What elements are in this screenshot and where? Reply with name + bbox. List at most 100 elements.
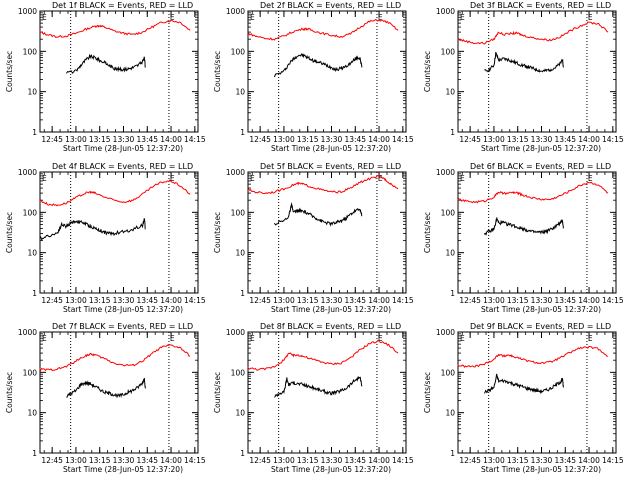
plot-frame [457, 331, 617, 454]
plot-frame [457, 10, 617, 133]
x-tick-label: 13:15 [507, 456, 529, 465]
y-tick-label: 1000 [436, 7, 455, 16]
lld-series [247, 19, 399, 41]
x-tick-label: 13:15 [297, 135, 319, 144]
x-tick-label: 13:15 [297, 296, 319, 305]
y-tick-label: 100 [231, 368, 246, 377]
x-tick-label: 13:00 [273, 296, 295, 305]
y-tick-label: 1 [240, 128, 245, 137]
x-axis-label: Start Time (28-Jun-05 12:37:20) [481, 144, 601, 153]
x-tick-label: 14:15 [184, 456, 206, 465]
y-tick-label: 1000 [226, 328, 245, 337]
lld-series [457, 21, 609, 45]
panel-title: Det 9f BLACK = Events, RED = LLD [470, 322, 611, 331]
detector-panel-8: Det 8f BLACK = Events, RED = LLD Counts/s… [213, 322, 414, 474]
y-tick-label: 1 [32, 449, 37, 458]
x-tick-label: 13:15 [89, 296, 111, 305]
x-tick-label: 13:45 [344, 296, 366, 305]
x-tick-label: 12:45 [459, 296, 481, 305]
x-tick-label: 13:00 [273, 456, 295, 465]
lld-series [247, 174, 399, 195]
events-series [273, 52, 363, 78]
y-tick-label: 1000 [18, 168, 37, 177]
x-tick-label: 14:00 [368, 296, 390, 305]
x-tick-label: 13:00 [483, 456, 505, 465]
y-tick-label: 1000 [436, 168, 455, 177]
lld-series [39, 344, 191, 372]
events-series [65, 53, 146, 74]
marker-label: E [378, 334, 383, 343]
y-tick-label: 10 [445, 409, 455, 418]
x-axis-label: Start Time (28-Jun-05 12:37:20) [271, 465, 391, 474]
x-tick-label: 13:00 [483, 296, 505, 305]
y-tick-label: 100 [231, 47, 246, 56]
x-tick-label: 14:00 [160, 135, 182, 144]
y-tick-label: 1 [32, 289, 37, 298]
x-tick-label: 14:15 [602, 296, 624, 305]
x-axis-label: Start Time (28-Jun-05 12:37:20) [481, 305, 601, 314]
x-tick-label: 14:00 [368, 456, 390, 465]
y-tick-label: 1000 [436, 328, 455, 337]
x-tick-label: 13:30 [113, 135, 135, 144]
y-tick-label: 1000 [226, 168, 245, 177]
x-tick-label: 13:45 [344, 456, 366, 465]
marker-label: E [170, 13, 175, 22]
panel-title: Det 4f BLACK = Events, RED = LLD [52, 162, 193, 171]
y-tick-label: 10 [445, 88, 455, 97]
x-tick-label: 13:30 [531, 296, 553, 305]
y-axis-label: Counts/sec [5, 372, 14, 413]
plot-frame [247, 10, 407, 133]
x-tick-label: 13:45 [136, 296, 158, 305]
x-tick-label: 12:45 [41, 296, 63, 305]
y-axis-label: Counts/sec [213, 51, 222, 92]
lld-series [39, 19, 191, 38]
events-series [274, 375, 363, 398]
x-tick-label: 14:15 [392, 456, 414, 465]
y-axis-label: Counts/sec [423, 51, 432, 92]
x-tick-label: 13:30 [321, 296, 343, 305]
x-tick-label: 13:00 [65, 135, 87, 144]
events-series [66, 377, 146, 399]
x-tick-label: 13:30 [531, 135, 553, 144]
marker-label: E [42, 174, 47, 183]
x-axis-label: Start Time (28-Jun-05 12:37:20) [63, 305, 183, 314]
x-tick-label: 13:45 [344, 135, 366, 144]
x-tick-label: 13:30 [113, 456, 135, 465]
panel-title: Det 7f BLACK = Events, RED = LLD [52, 322, 193, 331]
x-tick-label: 13:00 [65, 456, 87, 465]
y-tick-label: 1 [450, 289, 455, 298]
x-tick-label: 13:45 [554, 456, 576, 465]
marker-label: E [460, 13, 465, 22]
detector-panel-9: Det 9f BLACK = Events, RED = LLD Counts/s… [423, 322, 624, 474]
x-tick-label: 13:30 [113, 296, 135, 305]
marker-label: E [588, 334, 593, 343]
marker-label: E [170, 174, 175, 183]
marker-label: E [588, 174, 593, 183]
x-tick-label: 12:45 [41, 135, 63, 144]
y-tick-label: 10 [445, 249, 455, 258]
x-axis-label: Start Time (28-Jun-05 12:37:20) [271, 305, 391, 314]
detector-panel-4: Det 4f BLACK = Events, RED = LLD Counts/s… [5, 162, 206, 314]
x-tick-label: 14:00 [578, 296, 600, 305]
x-tick-label: 14:15 [184, 135, 206, 144]
detector-panel-2: Det 2f BLACK = Events, RED = LLD Counts/s… [213, 1, 414, 153]
x-tick-label: 13:45 [554, 296, 576, 305]
plot-frame [39, 171, 199, 294]
x-tick-label: 13:00 [483, 135, 505, 144]
x-tick-label: 13:00 [65, 296, 87, 305]
y-tick-label: 1 [32, 128, 37, 137]
x-tick-label: 14:00 [578, 456, 600, 465]
detector-panel-1: Det 1f BLACK = Events, RED = LLD Counts/s… [5, 1, 206, 153]
marker-label: E [460, 174, 465, 183]
plot-frame [39, 10, 199, 133]
x-tick-label: 12:45 [459, 456, 481, 465]
x-tick-label: 12:45 [249, 456, 271, 465]
marker-label: E [250, 334, 255, 343]
y-tick-label: 1 [450, 128, 455, 137]
x-tick-label: 13:45 [136, 135, 158, 144]
x-tick-label: 14:15 [602, 456, 624, 465]
detector-panel-3: Det 3f BLACK = Events, RED = LLD Counts/s… [423, 1, 624, 153]
detector-panel-7: Det 7f BLACK = Events, RED = LLD Counts/s… [5, 322, 206, 474]
marker-label: E [588, 13, 593, 22]
